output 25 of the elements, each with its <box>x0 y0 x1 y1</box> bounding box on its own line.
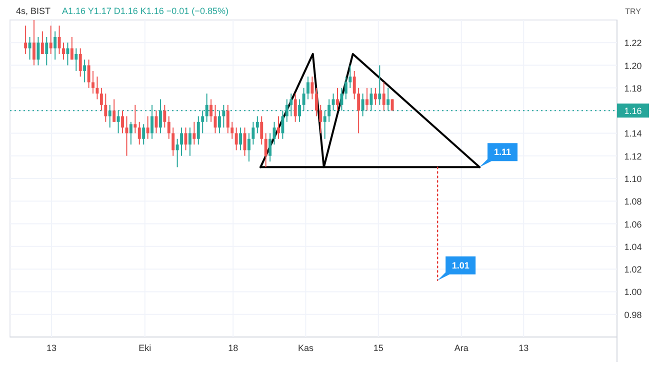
annotation: 1.11 <box>494 147 512 158</box>
x-tick-label: Ara <box>454 343 468 353</box>
y-tick-label: 1.04 <box>624 242 642 252</box>
x-tick-label: Eki <box>138 343 152 353</box>
y-tick-label: 1.20 <box>624 60 642 71</box>
y-axis-title: TRY <box>625 7 642 16</box>
x-tick-label: 15 <box>373 343 384 353</box>
y-tick-label: 1.00 <box>624 287 642 298</box>
annotation: 1.01 <box>452 260 470 270</box>
y-tick-label: 1.06 <box>624 219 642 230</box>
y-tick-label: 1.02 <box>624 264 642 275</box>
chart-title: 4s, BIST <box>16 6 52 16</box>
x-tick-label: Kas <box>298 343 314 353</box>
x-tick-label: 13 <box>46 343 57 353</box>
y-tick-label: 1.18 <box>624 83 642 94</box>
y-tick-label: 1.16 <box>624 106 642 116</box>
y-tick-label: 1.10 <box>624 174 642 184</box>
chart-subtitle: A1.16 Y1.17 D1.16 K1.16 −0.01 (−0.85%) <box>62 6 228 16</box>
x-tick-label: 13 <box>518 343 529 353</box>
y-tick-label: 1.22 <box>624 38 642 48</box>
y-tick-label: 1.08 <box>624 196 642 207</box>
x-tick-label: 18 <box>228 343 238 353</box>
y-tick-label: 1.14 <box>624 128 642 139</box>
y-tick-label: 1.12 <box>624 151 642 162</box>
y-tick-label: 0.98 <box>624 310 642 320</box>
